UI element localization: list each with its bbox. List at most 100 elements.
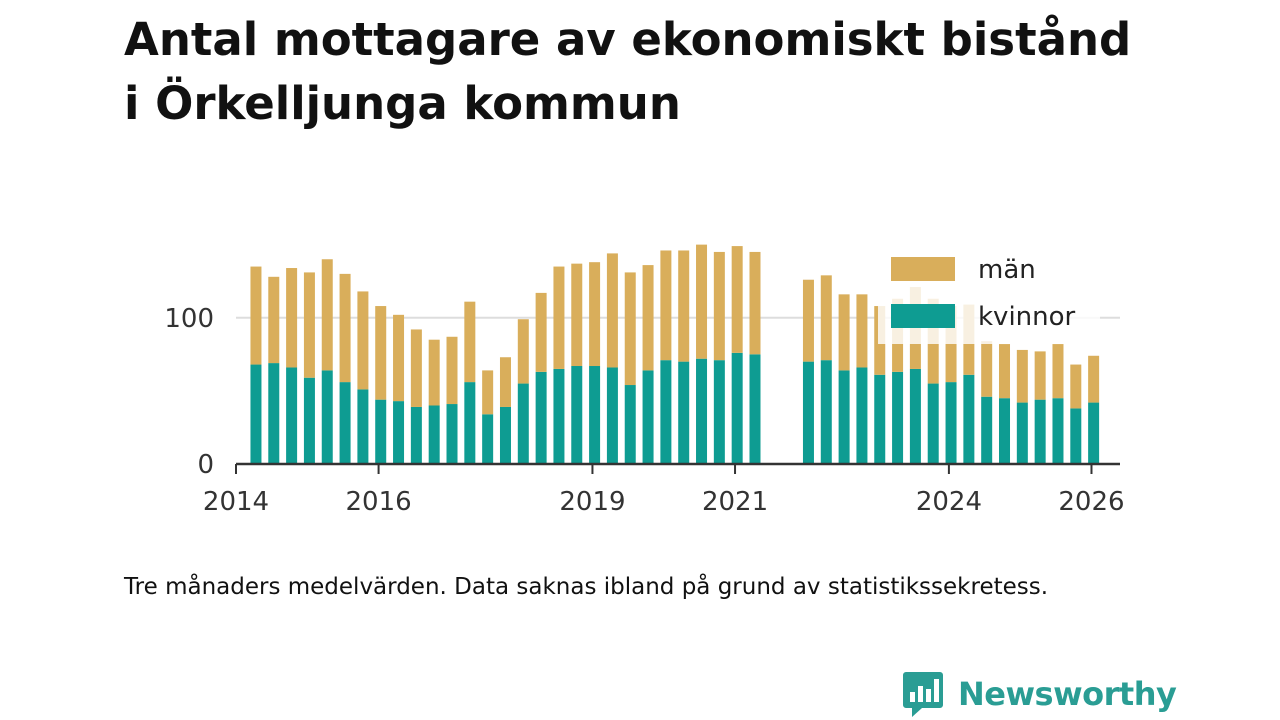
bar-kvinnor bbox=[838, 370, 850, 464]
bar-kvinnor bbox=[446, 404, 458, 464]
bar-kvinnor bbox=[482, 414, 494, 464]
bar-man bbox=[1088, 355, 1100, 403]
axes: 0 100 2014 2016 2019 2021 2024 2026 bbox=[164, 304, 1124, 517]
bar-man bbox=[517, 319, 529, 384]
bar-kvinnor bbox=[874, 374, 886, 464]
y-tick-label: 0 bbox=[197, 450, 214, 480]
bar-kvinnor bbox=[375, 399, 387, 464]
bar-man bbox=[660, 250, 672, 361]
x-tick-label: 2019 bbox=[559, 487, 625, 517]
bar-kvinnor bbox=[428, 405, 440, 464]
x-tick-label: 2024 bbox=[916, 487, 982, 517]
brand-name: Newsworthy bbox=[958, 675, 1177, 713]
bar-man bbox=[820, 275, 832, 361]
bar-man bbox=[464, 301, 476, 383]
bar-man bbox=[642, 265, 654, 371]
bar-man bbox=[678, 250, 690, 362]
bar-kvinnor bbox=[499, 406, 511, 464]
bar-kvinnor bbox=[250, 364, 262, 464]
bar-man bbox=[375, 306, 387, 400]
bar-man bbox=[553, 266, 565, 369]
bar-kvinnor bbox=[535, 371, 547, 464]
bar-kvinnor bbox=[642, 370, 654, 464]
bar-kvinnor bbox=[606, 367, 618, 464]
bar-man bbox=[731, 246, 743, 353]
bar-kvinnor bbox=[1070, 408, 1082, 464]
chart-footnote: Tre månaders medelvärden. Data saknas ib… bbox=[124, 574, 1049, 600]
bar-kvinnor bbox=[731, 352, 743, 464]
y-tick-label: 100 bbox=[164, 304, 214, 334]
bar-kvinnor bbox=[286, 367, 298, 464]
bar-man bbox=[696, 244, 708, 359]
bar-kvinnor bbox=[464, 382, 476, 464]
bar-kvinnor bbox=[303, 377, 315, 464]
chart-title-line-1: Antal mottagare av ekonomiskt bistånd bbox=[124, 13, 1132, 66]
legend: män kvinnor bbox=[878, 244, 1100, 344]
bar-kvinnor bbox=[517, 383, 529, 464]
newsworthy-logo-icon bbox=[903, 672, 943, 717]
chart-title: Antal mottagare av ekonomiskt bistånd i … bbox=[124, 8, 1224, 136]
bar-kvinnor bbox=[999, 398, 1011, 464]
bar-kvinnor bbox=[678, 361, 690, 464]
bar-kvinnor bbox=[339, 382, 351, 464]
legend-label-kvinnor: kvinnor bbox=[978, 302, 1076, 332]
bar-kvinnor bbox=[1052, 398, 1064, 464]
x-tick-label: 2014 bbox=[203, 487, 269, 517]
bar-kvinnor bbox=[963, 374, 975, 464]
legend-swatch-kvinnor bbox=[891, 304, 955, 328]
bar-kvinnor bbox=[624, 385, 636, 464]
bar-kvinnor bbox=[357, 389, 369, 464]
bar-man bbox=[1052, 344, 1064, 399]
bar-man bbox=[981, 341, 993, 397]
bar-kvinnor bbox=[1088, 402, 1100, 464]
bar-man bbox=[535, 292, 547, 372]
brand-logo[interactable]: Newsworthy bbox=[902, 670, 1177, 718]
bar-kvinnor bbox=[1034, 399, 1046, 464]
bar-kvinnor bbox=[393, 401, 405, 464]
bar-man bbox=[446, 336, 458, 405]
bar-man bbox=[856, 294, 868, 368]
chart-title-line-2: i Örkelljunga kommun bbox=[124, 77, 681, 130]
bar-kvinnor bbox=[927, 383, 939, 464]
bar-man bbox=[802, 279, 814, 362]
bar-man bbox=[589, 262, 601, 367]
bar-man bbox=[286, 268, 298, 368]
bar-man bbox=[606, 253, 618, 368]
bar-man bbox=[321, 259, 333, 371]
bars bbox=[250, 244, 1100, 464]
bar-kvinnor bbox=[713, 360, 725, 464]
bar-kvinnor bbox=[909, 368, 921, 464]
legend-label-man: män bbox=[978, 255, 1036, 285]
bar-man bbox=[1070, 364, 1082, 409]
bar-man bbox=[499, 357, 511, 407]
bar-kvinnor bbox=[696, 358, 708, 464]
bar-man bbox=[303, 272, 315, 378]
bar-kvinnor bbox=[589, 366, 601, 464]
bar-kvinnor bbox=[892, 371, 904, 464]
bar-kvinnor bbox=[1016, 402, 1028, 464]
bar-kvinnor bbox=[856, 367, 868, 464]
bar-man bbox=[250, 266, 262, 365]
bar-man bbox=[838, 294, 850, 371]
bar-kvinnor bbox=[660, 360, 672, 464]
bar-man bbox=[624, 272, 636, 386]
bar-man bbox=[339, 273, 351, 383]
stacked-bar-chart: 0 100 2014 2016 2019 2021 2024 2026 män kvinnor bbox=[164, 244, 1125, 517]
x-tick-label: 2026 bbox=[1058, 487, 1124, 517]
bar-man bbox=[713, 251, 725, 361]
bar-man bbox=[482, 370, 494, 415]
bar-man bbox=[428, 339, 440, 406]
x-tick-label: 2021 bbox=[702, 487, 768, 517]
bar-kvinnor bbox=[268, 363, 280, 464]
bar-kvinnor bbox=[820, 360, 832, 464]
bar-kvinnor bbox=[571, 366, 583, 464]
legend-swatch-man bbox=[891, 257, 955, 281]
bar-kvinnor bbox=[945, 382, 957, 464]
bar-man bbox=[410, 329, 422, 407]
bar-man bbox=[268, 276, 280, 364]
bar-man bbox=[945, 306, 957, 383]
bar-man bbox=[749, 251, 761, 355]
bar-man bbox=[1034, 351, 1046, 400]
bar-kvinnor bbox=[749, 354, 761, 464]
bar-man bbox=[571, 263, 583, 367]
